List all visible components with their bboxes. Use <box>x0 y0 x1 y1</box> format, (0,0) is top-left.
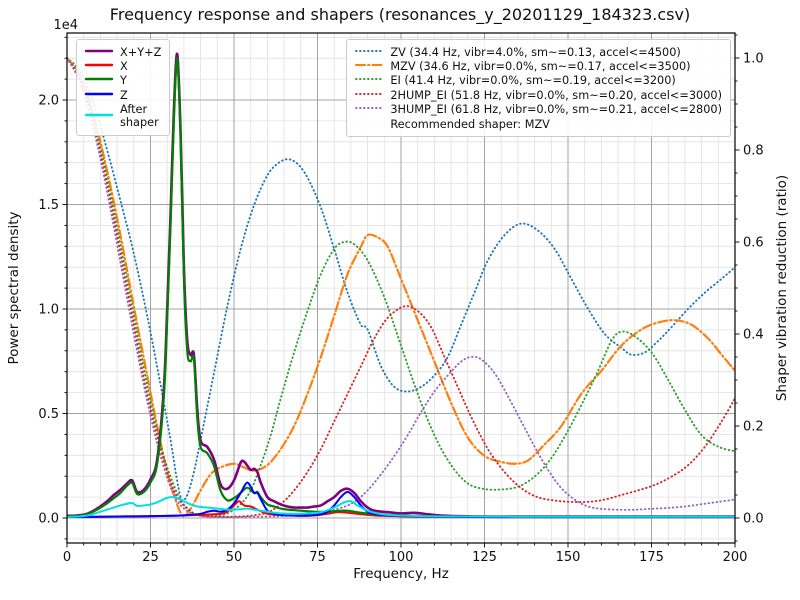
x-tick-label: 0 <box>63 550 71 565</box>
legend-label: MZV (34.6 Hz, vibr=0.0%, sm~=0.17, accel… <box>390 59 691 73</box>
x-axis-label: Frequency, Hz <box>353 566 449 582</box>
legend-line-sample <box>84 46 114 59</box>
legend-label: Y <box>120 74 127 88</box>
y-right-tick-label: 0.4 <box>743 328 764 343</box>
x-tick-label: 25 <box>142 550 159 565</box>
y-left-offset-text: 1e4 <box>53 18 78 33</box>
legend-label: 2HUMP_EI (51.8 Hz, vibr=0.0%, sm~=0.20, … <box>390 88 722 102</box>
legend-item-2hump-ei: 2HUMP_EI (51.8 Hz, vibr=0.0%, sm~=0.20, … <box>354 89 722 102</box>
tick-labels: 0 25 50 75 100 125 150 175 200 0.0 0.5 1.0 1.5 2.0 0.0… <box>38 52 763 566</box>
legend-item-recommended: Recommended shaper: MZV <box>354 118 722 131</box>
legend-item-ei: EI (41.4 Hz, vibr=0.0%, sm~=0.19, accel<… <box>354 74 722 87</box>
legend-item-after-shaper: After shaper <box>84 103 161 129</box>
curve-x-y-z <box>67 52 735 518</box>
legend-item-y: Y <box>84 74 161 87</box>
legend-psd: X+Y+Z X Y Z After shaper <box>76 39 171 136</box>
chart-title: Frequency response and shapers (resonanc… <box>109 5 691 24</box>
x-tick-label: 50 <box>226 550 243 565</box>
legend-label: Recommended shaper: MZV <box>390 117 550 131</box>
legend-line-sample <box>354 103 384 116</box>
x-tick-label: 125 <box>472 550 497 565</box>
legend-item-3hump-ei: 3HUMP_EI (61.8 Hz, vibr=0.0%, sm~=0.21, … <box>354 103 722 116</box>
x-tick-label: 150 <box>556 550 581 565</box>
legend-item-zv: ZV (34.4 Hz, vibr=4.0%, sm~=0.13, accel<… <box>354 45 722 59</box>
legend-line-sample <box>354 46 384 59</box>
legend-label: EI (41.4 Hz, vibr=0.0%, sm~=0.19, accel<… <box>390 74 676 88</box>
legend-line-sample <box>84 89 114 102</box>
shaper-curves <box>67 56 735 519</box>
psd-curves <box>67 52 735 519</box>
legend-label: Z <box>120 88 128 102</box>
x-tick-label: 175 <box>639 550 664 565</box>
y-left-tick-label: 0.5 <box>38 407 59 422</box>
x-tick-label: 200 <box>723 550 748 565</box>
y-right-tick-label: 0.0 <box>743 512 764 527</box>
y-right-axis-label: Shaper vibration reduction (ratio) <box>774 175 790 401</box>
legend-line-sample <box>84 74 114 87</box>
y-right-tick-label: 0.8 <box>743 144 764 159</box>
curve-ei <box>67 57 735 518</box>
curve-3hump-ei <box>67 57 735 519</box>
legend-label: ZV (34.4 Hz, vibr=4.0%, sm~=0.13, accel<… <box>390 45 681 59</box>
legend-label: X+Y+Z <box>120 45 162 59</box>
legend-item-x+y+z: X+Y+Z <box>84 45 162 59</box>
curve-zv <box>67 57 735 502</box>
x-tick-label: 75 <box>309 550 326 565</box>
legend-line-sample <box>354 74 384 87</box>
y-left-tick-label: 1.5 <box>38 198 59 213</box>
y-right-tick-label: 0.2 <box>743 420 764 435</box>
legend-shapers: ZV (34.4 Hz, vibr=4.0%, sm~=0.13, accel<… <box>346 39 731 138</box>
curve-y <box>67 57 735 519</box>
legend-line-sample <box>354 60 384 73</box>
legend-label: After shaper <box>120 103 159 130</box>
y-left-tick-label: 2.0 <box>38 94 59 109</box>
y-left-axis-label: Power spectral density <box>6 211 22 364</box>
curve-after-shaper <box>67 496 735 518</box>
legend-item-x: X <box>84 60 161 73</box>
x-tick-label: 100 <box>389 550 414 565</box>
legend-label: 3HUMP_EI (61.8 Hz, vibr=0.0%, sm~=0.21, … <box>390 103 722 117</box>
y-left-tick-label: 1.0 <box>38 303 59 318</box>
y-left-tick-label: 0.0 <box>38 512 59 527</box>
legend-line-sample <box>354 89 384 102</box>
y-right-tick-label: 1.0 <box>743 52 764 67</box>
y-right-tick-label: 0.6 <box>743 236 764 251</box>
axis-ticks <box>62 34 740 548</box>
legend-line-sample <box>84 110 114 123</box>
legend-label: X <box>120 59 128 73</box>
curve-2hump-ei <box>67 57 735 518</box>
legend-line-sample <box>84 60 114 73</box>
legend-item-z: Z <box>84 89 161 102</box>
legend-item-mzv: MZV (34.6 Hz, vibr=0.0%, sm~=0.17, accel… <box>354 60 722 73</box>
